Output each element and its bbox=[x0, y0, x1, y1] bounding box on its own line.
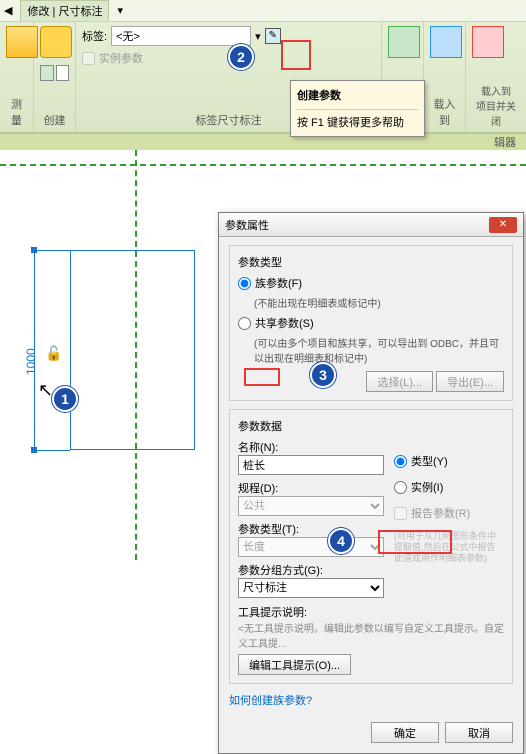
edit-tooltip-button[interactable]: 编辑工具提示(O)... bbox=[238, 654, 351, 675]
load1-label: 载入到 bbox=[430, 92, 459, 128]
label-name: 名称(N): bbox=[238, 439, 384, 455]
instance-param-checkbox bbox=[82, 52, 95, 65]
group-data-title: 参数数据 bbox=[238, 418, 504, 434]
sketch-rectangle[interactable] bbox=[70, 250, 195, 450]
group-type-title: 参数类型 bbox=[238, 254, 504, 270]
grid-horizontal bbox=[0, 164, 526, 166]
combo-dropdown-icon[interactable]: ▾ bbox=[255, 30, 261, 43]
panel-create: 创建 bbox=[34, 22, 76, 132]
group-param-type: 参数类型 族参数(F) (不能出现在明细表或标记中) 共享参数(S) (可以由多… bbox=[229, 245, 513, 401]
panel-create-label: 创建 bbox=[40, 108, 69, 128]
radio-family-label: 族参数(F) bbox=[255, 275, 302, 291]
ribbon-tabbar: ◀ 修改 | 尺寸标注 ▾ bbox=[0, 0, 526, 22]
dimension-value[interactable]: 1000 bbox=[24, 348, 38, 375]
radio-instance-label: 实例(I) bbox=[411, 479, 443, 495]
tab-back-icon[interactable]: ◀ bbox=[4, 4, 12, 17]
tooltip-placeholder: <无工具提示说明。编辑此参数以编写自定义工具提示。自定义工具提... bbox=[238, 620, 504, 650]
param-properties-dialog: 参数属性 ✕ 参数类型 族参数(F) (不能出现在明细表或标记中) 共享参数(S… bbox=[218, 212, 524, 754]
create-icon-2[interactable] bbox=[40, 65, 54, 81]
select-button: 选择(L)... bbox=[366, 371, 433, 392]
load1-icon[interactable] bbox=[430, 26, 462, 58]
panel-load1: 载入到 bbox=[424, 22, 466, 132]
label-group: 参数分组方式(G): bbox=[238, 562, 384, 578]
ribbon-footer: 辑器 bbox=[0, 133, 526, 151]
discipline-select: 公共 bbox=[238, 496, 384, 516]
create-icon-3[interactable] bbox=[56, 65, 70, 81]
ribbon: ◀ 修改 | 尺寸标注 ▾ 测量 创建 标签: ▾ bbox=[0, 0, 526, 133]
label-ptype: 参数类型(T): bbox=[238, 521, 384, 537]
family-note: (不能出现在明细表或标记中) bbox=[254, 295, 504, 310]
panel-measure: 测量 bbox=[0, 22, 34, 132]
dim-ext-bot bbox=[34, 450, 70, 451]
lock-icon[interactable]: 🔓 bbox=[45, 345, 62, 362]
radio-instance[interactable] bbox=[394, 481, 407, 494]
ok-button[interactable]: 确定 bbox=[371, 722, 439, 743]
radio-type[interactable] bbox=[394, 455, 407, 468]
chk-report-label: 报告参数(R) bbox=[411, 505, 470, 521]
create-icon-1[interactable] bbox=[40, 26, 72, 58]
export-button: 导出(E)... bbox=[436, 371, 504, 392]
panel-measure-label: 测量 bbox=[6, 92, 27, 128]
tooltip-create-param: 创建参数 按 F1 键获得更多帮助 bbox=[290, 80, 425, 137]
radio-shared-param[interactable] bbox=[238, 317, 251, 330]
load2-label: 载入到项目并关闭 bbox=[472, 79, 520, 128]
group-param-data: 参数数据 名称(N): 规程(D): 公共 参数类型(T): 长度 参数分组方式… bbox=[229, 409, 513, 684]
dialog-footer: 确定 取消 bbox=[219, 716, 523, 753]
dialog-titlebar[interactable]: 参数属性 ✕ bbox=[219, 213, 523, 237]
chk-report bbox=[394, 507, 407, 520]
tab-dropdown-icon[interactable]: ▾ bbox=[117, 4, 123, 17]
shared-note: (可以由多个项目和族共享，可以导出到 ODBC，并且可以出现在明细表和标记中) bbox=[254, 335, 504, 365]
dim-handle-top[interactable] bbox=[31, 247, 37, 253]
ribbon-body: 测量 创建 标签: ▾ ✎ bbox=[0, 22, 526, 132]
dialog-title: 参数属性 bbox=[225, 217, 269, 233]
group-select[interactable]: 尺寸标注 bbox=[238, 578, 384, 598]
dim-handle-bot[interactable] bbox=[31, 447, 37, 453]
tab-modify-dim[interactable]: 修改 | 尺寸标注 bbox=[20, 0, 109, 21]
tooltip-help: 按 F1 键获得更多帮助 bbox=[297, 114, 418, 130]
radio-family-param[interactable] bbox=[238, 277, 251, 290]
edit-icon[interactable] bbox=[388, 26, 420, 58]
radio-type-label: 类型(Y) bbox=[411, 453, 448, 469]
instance-param-label: 实例参数 bbox=[99, 50, 143, 66]
create-param-button[interactable]: ✎ bbox=[265, 28, 281, 44]
close-icon[interactable]: ✕ bbox=[489, 217, 517, 233]
dialog-body: 参数类型 族参数(F) (不能出现在明细表或标记中) 共享参数(S) (可以由多… bbox=[219, 237, 523, 716]
label-discipline: 规程(D): bbox=[238, 480, 384, 496]
howto-link[interactable]: 如何创建族参数? bbox=[229, 695, 312, 707]
label-combo[interactable] bbox=[111, 26, 251, 46]
radio-shared-label: 共享参数(S) bbox=[255, 315, 314, 331]
label-text: 标签: bbox=[82, 28, 107, 44]
cursor-icon: ↖ bbox=[38, 380, 53, 401]
panel-load2: 载入到项目并关闭 bbox=[466, 22, 526, 132]
ptype-select: 长度 bbox=[238, 537, 384, 557]
cancel-button[interactable]: 取消 bbox=[445, 722, 513, 743]
label-tooltip: 工具提示说明: bbox=[238, 604, 504, 620]
dim-ext-top bbox=[34, 250, 70, 251]
load2-icon[interactable] bbox=[472, 26, 504, 58]
report-note: (可用于从几何图形条件中提取值,然后在公式中报告此值或用作明细表参数) bbox=[394, 531, 504, 563]
name-input[interactable] bbox=[238, 455, 384, 475]
tooltip-title: 创建参数 bbox=[297, 87, 418, 103]
